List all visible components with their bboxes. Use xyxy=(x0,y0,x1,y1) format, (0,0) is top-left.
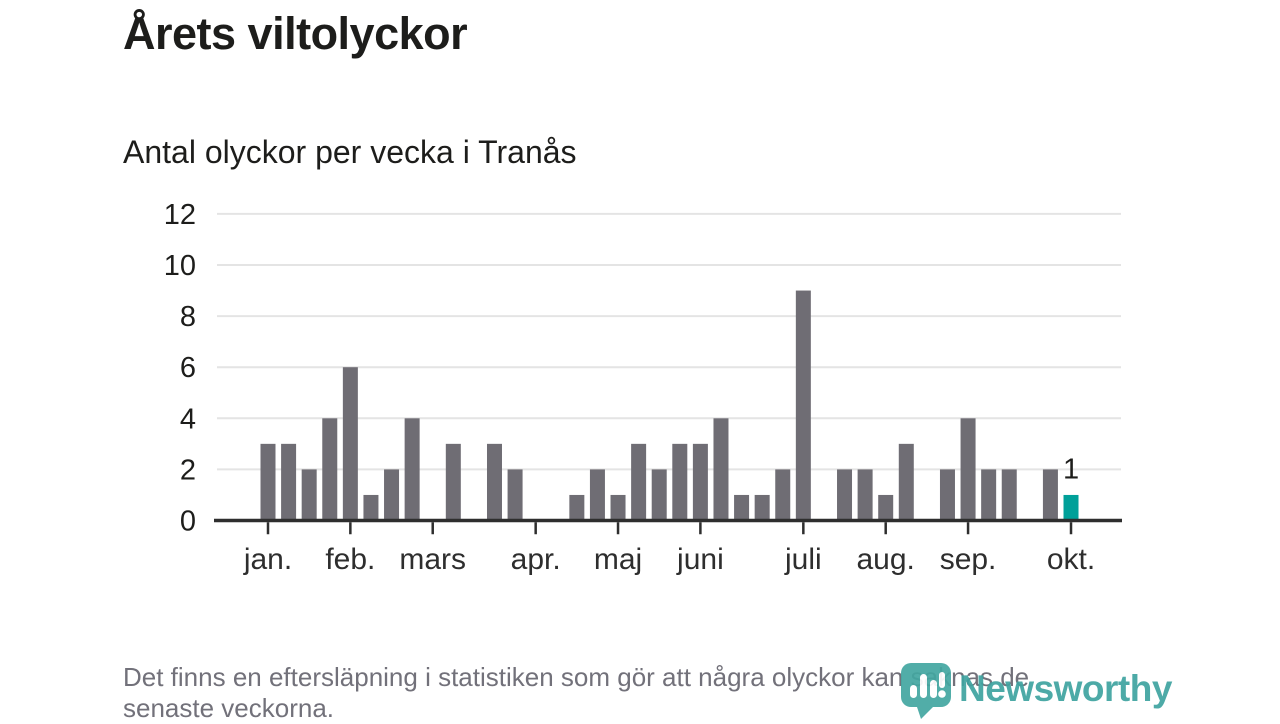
bar xyxy=(981,469,997,521)
y-axis-tick-label: 2 xyxy=(180,454,196,486)
bar xyxy=(837,469,853,521)
x-axis-month-label: aug. xyxy=(857,543,915,576)
x-axis-month-label: sep. xyxy=(940,543,997,576)
bar xyxy=(404,418,420,521)
bar xyxy=(898,443,914,521)
bar xyxy=(631,443,647,521)
bar xyxy=(754,494,770,521)
bar xyxy=(322,418,338,521)
bar xyxy=(342,367,358,521)
bar xyxy=(734,494,750,521)
bar xyxy=(363,494,379,521)
chart-subtitle: Antal olyckor per vecka i Tranås xyxy=(123,134,577,170)
y-axis-tick-label: 10 xyxy=(164,250,196,282)
x-axis-month-label: juli xyxy=(784,543,822,576)
x-axis-month-label: jan. xyxy=(243,543,292,576)
bar xyxy=(1001,469,1017,521)
footnote-line-2: senaste veckorna. xyxy=(123,693,335,723)
bar-value-label: 1 xyxy=(1063,453,1079,485)
newsworthy-logo: Newsworthy xyxy=(901,663,1172,719)
bar xyxy=(445,443,461,521)
y-axis-tick-label: 12 xyxy=(164,199,196,231)
bar xyxy=(610,494,626,521)
newsworthy-logo-text: Newsworthy xyxy=(959,668,1172,709)
bar xyxy=(260,443,276,521)
bar xyxy=(713,418,729,521)
y-axis-tick-label: 8 xyxy=(180,301,196,333)
newsworthy-bar-chart-pin-icon xyxy=(901,663,951,719)
x-axis-month-label: maj xyxy=(594,543,642,576)
y-axis-tick-label: 4 xyxy=(180,403,196,435)
bar xyxy=(775,469,791,521)
footnote: Det finns en eftersläpning i statistiken… xyxy=(123,662,1029,724)
bar xyxy=(672,443,688,521)
bar xyxy=(384,469,400,521)
bar xyxy=(281,443,297,521)
bar xyxy=(692,443,708,521)
x-axis-month-label: juni xyxy=(676,543,724,576)
highlighted-bar xyxy=(1063,494,1079,521)
bar xyxy=(795,290,811,521)
footnote-line-1: Det finns en eftersläpning i statistiken… xyxy=(123,662,1030,692)
bar xyxy=(878,494,894,521)
bar xyxy=(507,469,523,521)
y-axis-tick-label: 0 xyxy=(180,506,196,538)
bar xyxy=(301,469,317,521)
bar xyxy=(857,469,873,521)
x-axis-month-label: okt. xyxy=(1047,543,1095,576)
bar xyxy=(569,494,585,521)
bar xyxy=(589,469,605,521)
bar xyxy=(1042,469,1058,521)
page-title: Årets viltolyckor xyxy=(123,8,468,59)
x-axis-month-label: feb. xyxy=(325,543,375,576)
bar xyxy=(651,469,667,521)
y-axis-tick-label: 6 xyxy=(180,352,196,384)
bar xyxy=(960,418,976,521)
x-axis-month-label: apr. xyxy=(511,543,561,576)
bar xyxy=(486,443,502,521)
x-axis-month-label: mars xyxy=(399,543,466,576)
bar xyxy=(939,469,955,521)
